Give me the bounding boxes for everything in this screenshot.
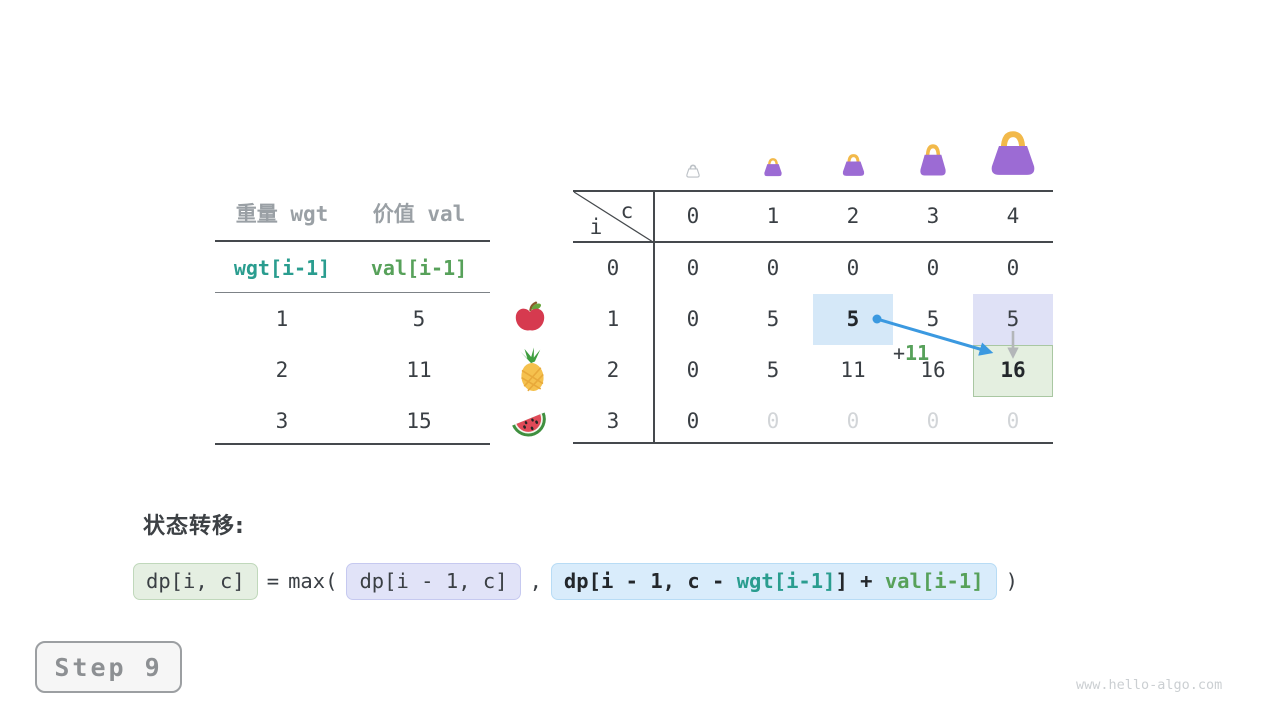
- dp-cell-1-3: 5: [926, 307, 940, 331]
- items-var-wgt: wgt[i-1]: [233, 256, 331, 280]
- formula-equals: =: [266, 569, 280, 593]
- dp-cell-3-2: 0: [846, 409, 860, 433]
- dp-cell-0-0: 0: [686, 256, 700, 280]
- dp-cell-2-4: 16: [1000, 358, 1026, 382]
- bag-outline-icon: [685, 163, 701, 178]
- dp-cell-3-1: 0: [766, 409, 780, 433]
- pineapple-icon: [514, 347, 550, 393]
- dp-col-header-4: 4: [1006, 204, 1020, 228]
- dp-cell-3-4: 0: [1006, 409, 1020, 433]
- step-badge: Step 9: [35, 641, 182, 693]
- item-2-value: 11: [406, 358, 432, 382]
- state-transition-heading: 状态转移:: [143, 514, 245, 539]
- dp-row-header-3: 3: [606, 409, 620, 433]
- bag-xlarge-icon: [986, 131, 1040, 177]
- dp-row-header-0: 0: [606, 256, 620, 280]
- dp-corner-row-label: i: [589, 215, 603, 239]
- case-take-val: val[i-1]: [884, 569, 984, 593]
- dp-cell-0-3: 0: [926, 256, 940, 280]
- watermelon-icon: [509, 402, 550, 442]
- dp-cell-0-2: 0: [846, 256, 860, 280]
- items-table-rule-top: [215, 240, 490, 242]
- dp-col-header-3: 3: [926, 204, 940, 228]
- item-2-weight: 2: [275, 358, 289, 382]
- dp-rule-header: [573, 241, 1053, 243]
- dp-row-header-1: 1: [606, 307, 620, 331]
- dp-rule-top: [573, 190, 1053, 192]
- dp-cell-3-0: 0: [686, 409, 700, 433]
- site-watermark: www.hello-algo.com: [1076, 677, 1223, 693]
- dp-rule-bottom: [573, 442, 1053, 444]
- dp-cell-1-4: 5: [1006, 307, 1020, 331]
- dp-cell-0-4: 0: [1006, 256, 1020, 280]
- bag-medium-icon: [840, 154, 867, 177]
- value-add-annotation: +11: [893, 341, 929, 365]
- dp-col-header-1: 1: [766, 204, 780, 228]
- dp-cell-1-1: 5: [766, 307, 780, 331]
- case-take-mid: ] +: [835, 569, 885, 593]
- dp-cell-2-3: 16: [920, 358, 946, 382]
- dp-row-header-2: 2: [606, 358, 620, 382]
- item-1-weight: 1: [275, 307, 289, 331]
- state-transition-formula: dp[i, c] = max( dp[i - 1, c] , dp[i - 1,…: [133, 561, 1018, 601]
- dp-cell-2-2: 11: [840, 358, 866, 382]
- case-take-prefix: dp[i - 1, c -: [563, 569, 737, 593]
- dp-col-header-0: 0: [686, 204, 700, 228]
- dp-cell-2-1: 5: [766, 358, 780, 382]
- added-value: 11: [905, 341, 930, 365]
- dp-col-header-2: 2: [846, 204, 860, 228]
- formula-lhs: dp[i, c]: [133, 562, 258, 600]
- dp-cell-1-2: 5: [846, 307, 860, 331]
- dp-cell-0-1: 0: [766, 256, 780, 280]
- dp-cell-3-3: 0: [926, 409, 940, 433]
- items-var-val: val[i-1]: [370, 256, 468, 280]
- item-3-value: 15: [406, 409, 432, 433]
- formula-case-take: dp[i - 1, c - wgt[i-1]] + val[i-1]: [550, 562, 997, 600]
- item-3-weight: 3: [275, 409, 289, 433]
- items-table-rule-bottom: [215, 443, 490, 445]
- bag-small-icon: [762, 158, 784, 177]
- formula-max-open: max(: [288, 569, 338, 593]
- bag-large-icon: [917, 144, 949, 177]
- dp-rule-vertical: [653, 190, 655, 444]
- dp-corner-col-label: c: [620, 199, 634, 223]
- items-header-weight: 重量 wgt: [235, 202, 329, 226]
- dp-cell-2-0: 0: [686, 358, 700, 382]
- formula-close-paren: ): [1005, 569, 1018, 593]
- item-1-value: 5: [412, 307, 426, 331]
- items-header-value: 价值 val: [372, 202, 466, 226]
- formula-case-keep: dp[i - 1, c]: [346, 562, 521, 600]
- items-table-rule-mid: [215, 292, 490, 293]
- formula-comma: ,: [529, 569, 542, 593]
- case-take-wgt: wgt[i-1]: [736, 569, 836, 593]
- plus-sign: +: [893, 341, 906, 365]
- dp-cell-1-0: 0: [686, 307, 700, 331]
- apple-icon: [513, 300, 547, 333]
